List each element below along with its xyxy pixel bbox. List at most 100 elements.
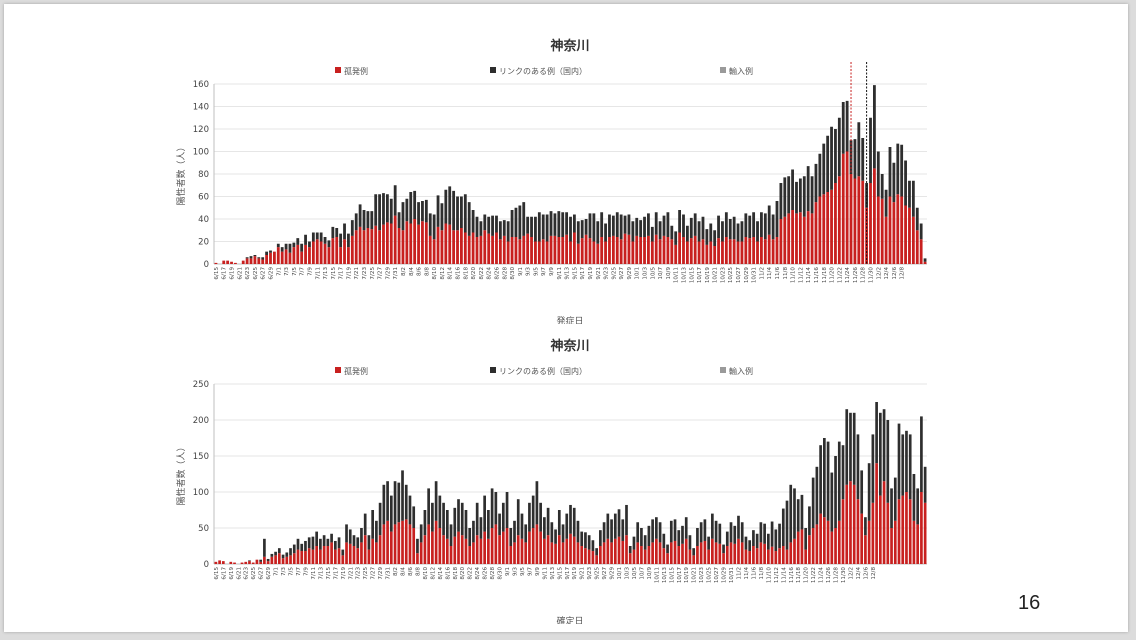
bar-linked — [655, 517, 658, 539]
bar-sporadic — [655, 538, 658, 564]
bar-sporadic — [265, 255, 269, 264]
bar-linked — [269, 250, 272, 253]
bar-sporadic — [251, 562, 255, 564]
bar-linked — [490, 488, 494, 528]
bar-sporadic — [545, 241, 549, 264]
bar-linked — [767, 533, 770, 550]
bar-sporadic — [744, 237, 748, 264]
bar-sporadic — [569, 241, 572, 264]
bar-sporadic — [241, 260, 245, 265]
bar-sporadic — [475, 237, 479, 264]
x-tick-label: 10/5 — [632, 567, 638, 580]
bar-sporadic — [498, 239, 502, 264]
bar-sporadic — [274, 555, 277, 564]
bar-linked — [737, 515, 740, 539]
bar-linked — [682, 214, 685, 237]
bar-linked — [276, 243, 280, 248]
bar-sporadic — [229, 561, 233, 564]
bar-sporadic — [490, 528, 494, 564]
bar-linked — [322, 535, 326, 546]
x-tick-label: 8/24 — [475, 567, 481, 580]
bar-linked — [628, 546, 632, 554]
bar-linked — [841, 102, 845, 154]
bar-sporadic — [378, 230, 381, 264]
bar-linked — [300, 543, 304, 552]
bar-sporadic — [714, 542, 718, 564]
x-tick-label: 10/11 — [674, 267, 680, 284]
bar-linked — [438, 495, 442, 528]
bar-linked — [643, 535, 647, 550]
bar-sporadic — [615, 237, 619, 264]
bar-linked — [830, 472, 834, 532]
bar-sporadic — [261, 259, 265, 264]
bar-linked — [725, 531, 729, 546]
bar-linked — [366, 211, 370, 229]
x-tick-label: 12/4 — [884, 267, 890, 280]
bar-sporadic — [304, 551, 307, 564]
bar-sporadic — [221, 561, 225, 564]
bar-linked — [475, 216, 479, 237]
x-tick-label: 7/3 — [284, 267, 290, 276]
x-tick-label: 11/6 — [751, 567, 757, 580]
bar-linked — [692, 548, 696, 556]
x-tick-label: 9/21 — [580, 567, 586, 580]
bar-linked — [393, 481, 397, 525]
x-tick-label: 8/2 — [401, 267, 407, 276]
bar-sporadic — [440, 230, 444, 264]
bar-linked — [363, 513, 367, 536]
bar-sporadic — [516, 535, 520, 564]
bar-sporadic — [354, 230, 358, 264]
bar-sporadic — [849, 174, 853, 264]
bar-sporadic — [756, 241, 759, 264]
bar-sporadic — [658, 239, 662, 264]
legend-swatch — [335, 367, 341, 373]
bar-sporadic — [539, 531, 542, 564]
bar-sporadic — [717, 238, 720, 264]
bar-linked — [296, 538, 300, 550]
x-tick-label: 12/2 — [876, 267, 882, 280]
bar-linked — [472, 520, 475, 543]
bar-sporadic — [270, 556, 274, 564]
bar-sporadic — [884, 216, 888, 264]
bar-sporadic — [677, 546, 681, 564]
bar-sporadic — [501, 531, 505, 564]
bar-linked — [471, 210, 475, 233]
bar-linked — [923, 466, 927, 503]
bar-sporadic — [308, 247, 311, 265]
bar-sporadic — [666, 553, 669, 564]
x-tick-label: 10/3 — [624, 567, 630, 580]
x-tick-label: 12/8 — [871, 567, 877, 580]
x-tick-label: 8/22 — [468, 567, 474, 580]
bar-sporadic — [584, 234, 588, 264]
bar-sporadic — [911, 216, 915, 264]
bar-sporadic — [699, 542, 703, 564]
bar-sporadic — [315, 546, 318, 564]
bar-sporadic — [837, 520, 841, 564]
bar-sporadic — [557, 535, 561, 564]
x-tick-label: 7/29 — [378, 567, 384, 580]
bar-sporadic — [693, 235, 697, 265]
x-tick-label: 9/11 — [557, 267, 563, 280]
bar-linked — [413, 190, 417, 220]
x-tick-label: 8/16 — [445, 567, 451, 580]
bar-sporadic — [386, 520, 389, 564]
x-tick-label: 6/19 — [229, 567, 235, 580]
bar-sporadic — [673, 540, 677, 564]
bar-linked — [333, 540, 337, 550]
bar-sporadic — [404, 519, 408, 564]
bar-linked — [449, 524, 453, 546]
bar-sporadic — [658, 542, 662, 564]
bar-linked — [819, 445, 822, 514]
x-tick-label: 6/25 — [251, 567, 257, 580]
bar-sporadic — [845, 151, 849, 264]
x-tick-label: 11/4 — [744, 567, 750, 580]
x-tick-label: 11/28 — [834, 567, 840, 584]
bar-sporadic — [632, 549, 636, 564]
bar-linked — [774, 529, 778, 552]
bar-linked — [509, 528, 513, 546]
bar-linked — [650, 226, 654, 242]
x-tick-label: 7/7 — [296, 567, 302, 576]
bar-linked — [475, 502, 479, 536]
bar-linked — [728, 219, 732, 240]
bar-sporadic — [893, 520, 897, 564]
